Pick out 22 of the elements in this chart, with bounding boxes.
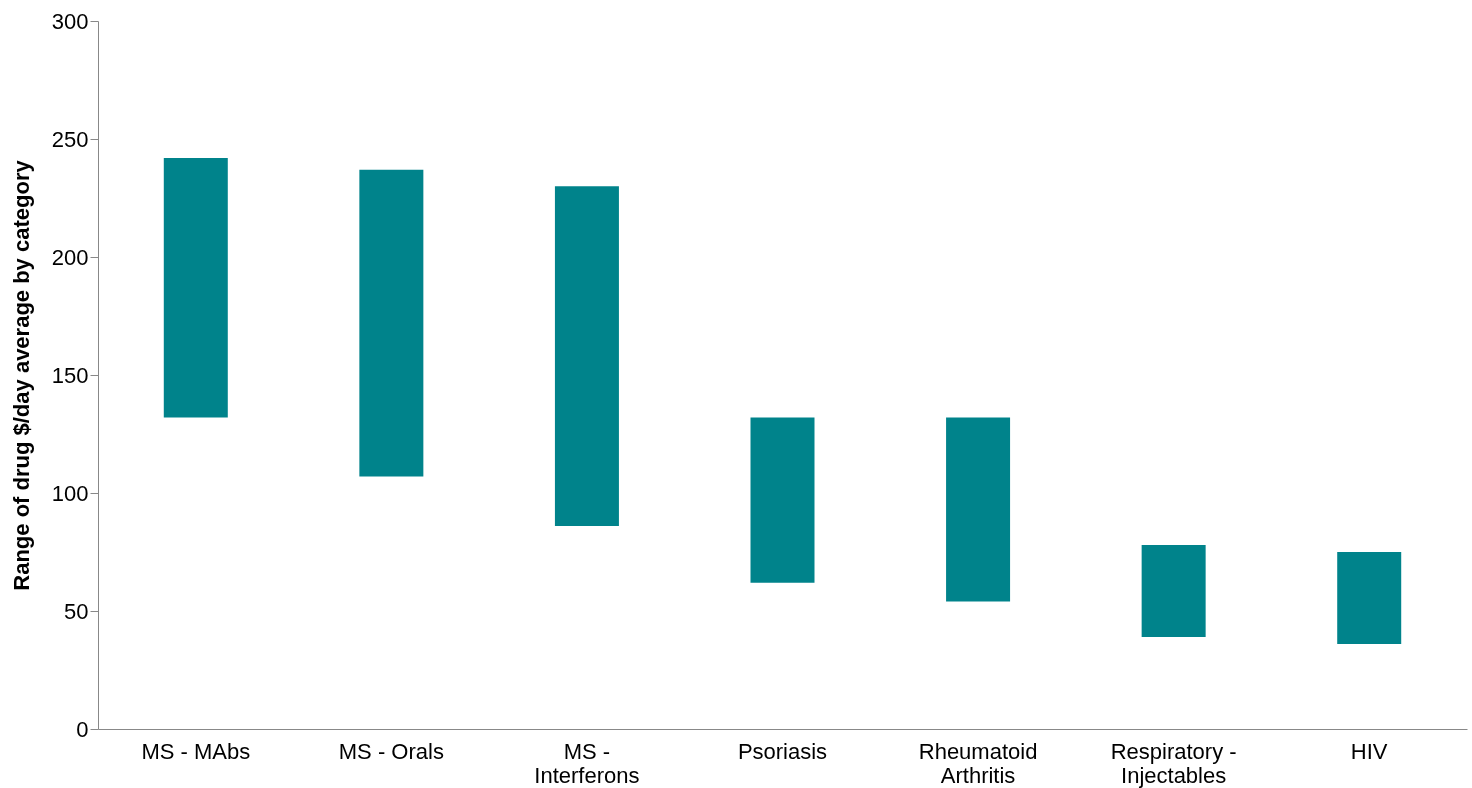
x-tick-label: MS - Orals — [338, 738, 444, 764]
y-axis-title: Range of drug $/day average by category — [8, 159, 34, 591]
x-tick-label: Psoriasis — [737, 738, 828, 764]
x-tick-label: HIV — [1350, 738, 1388, 764]
bar — [946, 417, 1011, 602]
bar — [750, 417, 815, 583]
bar — [163, 157, 228, 418]
bar — [359, 169, 424, 477]
bar — [554, 186, 619, 527]
y-tick-label: 200 — [51, 244, 89, 270]
bar — [1337, 552, 1402, 645]
x-tick-label: MS - Interferons — [534, 738, 640, 788]
x-tick-label: Respiratory - Injectables — [1110, 738, 1237, 788]
y-tick-label: 0 — [76, 716, 89, 742]
bar — [1141, 544, 1206, 637]
x-tick-label: MS - MAbs — [141, 738, 251, 764]
x-tick-label: Rheumatoid Arthritis — [918, 738, 1038, 788]
y-tick-label: 300 — [51, 8, 89, 34]
y-tick-label: 50 — [64, 598, 89, 624]
y-tick-label: 100 — [51, 480, 89, 506]
y-tick-label: 250 — [51, 126, 89, 152]
y-tick-label: 150 — [51, 362, 89, 388]
